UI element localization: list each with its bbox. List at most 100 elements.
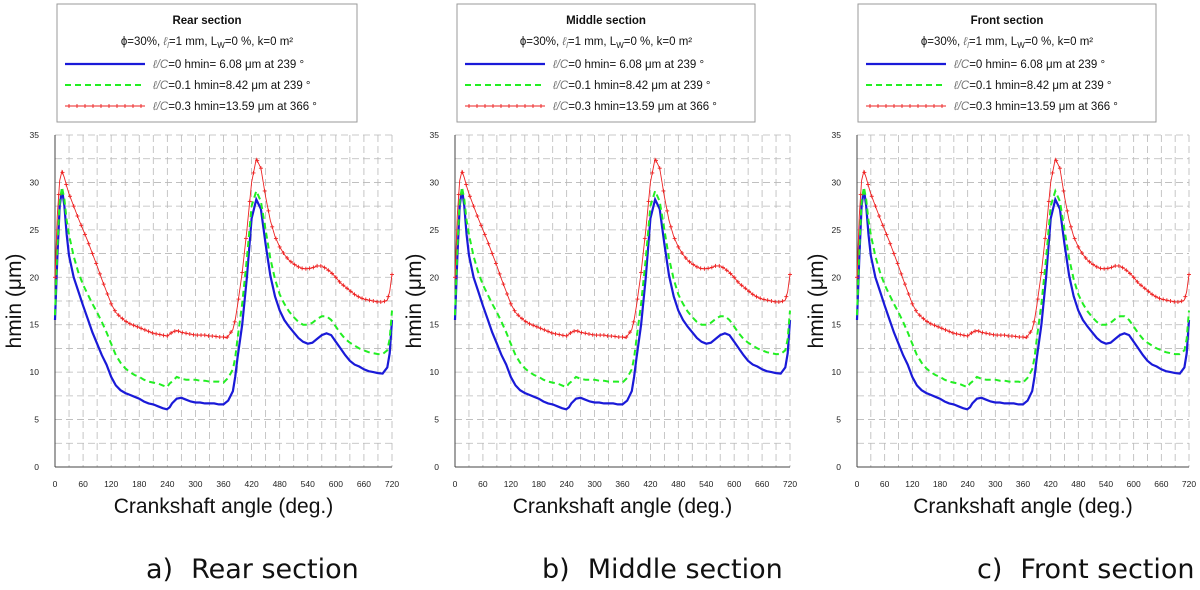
y-tick-label: 0 xyxy=(434,462,439,472)
subtitle-lw-subscript: W xyxy=(217,41,225,50)
y-tick-label: 35 xyxy=(30,130,40,140)
caption-b: b) Middle section xyxy=(542,554,783,585)
x-tick-label: 540 xyxy=(1099,479,1113,489)
caption-a: a) Rear section xyxy=(146,554,359,585)
legend-value: =0 xyxy=(168,59,184,71)
subtitle-phi: ϕ=30%, xyxy=(520,36,563,48)
caption-text: Middle section xyxy=(587,554,783,585)
subtitle-l-subscript: l xyxy=(566,41,568,50)
x-tick-label: 120 xyxy=(905,479,919,489)
subtitle-l-symbol: ℓ xyxy=(962,36,967,48)
y-tick-label: 20 xyxy=(430,272,440,282)
x-tick-label: 120 xyxy=(104,479,118,489)
x-tick-label: 240 xyxy=(160,479,174,489)
legend-info: hmin= 6.08 μm at 239 ° xyxy=(185,59,305,71)
y-tick-label: 10 xyxy=(30,367,40,377)
legend-entry-2: ℓ/C=0.3 hmin=13.59 μm at 366 ° xyxy=(953,101,1118,113)
x-tick-label: 0 xyxy=(53,479,58,489)
caption-text: Rear section xyxy=(191,554,359,585)
legend-value: =0.1 xyxy=(969,80,995,92)
grid xyxy=(856,134,1190,468)
x-tick-label: 720 xyxy=(385,479,399,489)
y-tick-label: 15 xyxy=(30,320,40,330)
y-tick-label: 5 xyxy=(434,415,439,425)
x-tick-label: 360 xyxy=(1016,479,1030,489)
series-markers-2 xyxy=(53,158,394,340)
subtitle-l-value: =1 mm, L xyxy=(169,36,218,48)
caption-letter: c) xyxy=(977,554,1003,585)
x-tick-label: 420 xyxy=(1044,479,1058,489)
y-tick-label: 20 xyxy=(30,272,40,282)
subtitle-rest: =0 %, k=0 m² xyxy=(1025,36,1094,48)
caption-letter: b) xyxy=(542,554,570,585)
y-tick-label: 20 xyxy=(832,272,842,282)
caption-c: c) Front section xyxy=(977,554,1195,585)
subtitle-l-subscript: l xyxy=(167,41,169,50)
x-tick-label: 300 xyxy=(988,479,1002,489)
y-tick-label: 25 xyxy=(832,225,842,235)
grid xyxy=(454,134,791,468)
series-line-0 xyxy=(453,188,792,411)
series-line-0 xyxy=(855,188,1191,411)
legend-symbol: ℓ/C xyxy=(953,80,970,92)
y-tick-label: 35 xyxy=(430,130,440,140)
series-markers-2 xyxy=(453,158,792,340)
x-tick-label: 240 xyxy=(560,479,574,489)
x-tick-label: 360 xyxy=(216,479,230,489)
legend-info: hmin=13.59 μm at 366 ° xyxy=(594,101,717,113)
legend-symbol: ℓ/C xyxy=(552,59,569,71)
y-tick-label: 5 xyxy=(836,415,841,425)
x-tick-label: 480 xyxy=(671,479,685,489)
x-tick-label: 60 xyxy=(880,479,890,489)
subtitle-l-value: =1 mm, L xyxy=(969,36,1018,48)
x-tick-label: 180 xyxy=(532,479,546,489)
y-axis-title: hmin (μm) xyxy=(403,254,426,349)
y-axis-title: hmin (μm) xyxy=(3,254,26,349)
series-markers-2 xyxy=(855,158,1191,340)
legend-subtitle: ϕ=30%, ℓl=1 mm, LW=0 %, k=0 m² xyxy=(921,36,1093,50)
y-tick-label: 15 xyxy=(430,320,440,330)
legend-value: =0.3 xyxy=(168,101,194,113)
y-tick-label: 0 xyxy=(34,462,39,472)
y-tick-label: 0 xyxy=(836,462,841,472)
legend: Rear section ϕ=30%, ℓl=1 mm, LW=0 %, k=0 … xyxy=(56,3,358,123)
x-tick-label: 120 xyxy=(504,479,518,489)
series-line-1 xyxy=(856,187,1190,389)
subtitle-rest: =0 %, k=0 m² xyxy=(624,36,693,48)
x-tick-label: 240 xyxy=(961,479,975,489)
series-line-1 xyxy=(54,187,393,389)
x-tick-label: 180 xyxy=(933,479,947,489)
legend-entry-2: ℓ/C=0.3 hmin=13.59 μm at 366 ° xyxy=(152,101,317,113)
x-tick-label: 660 xyxy=(1154,479,1168,489)
subtitle-l-symbol: ℓ xyxy=(162,36,167,48)
y-tick-label: 10 xyxy=(430,367,440,377)
grid xyxy=(54,134,393,468)
legend-info: hmin= 6.08 μm at 239 ° xyxy=(986,59,1106,71)
legend-symbol: ℓ/C xyxy=(152,59,169,71)
legend-value: =0.1 xyxy=(568,80,594,92)
x-tick-label: 540 xyxy=(301,479,315,489)
legend-title: Front section xyxy=(971,15,1044,27)
x-tick-label: 600 xyxy=(1127,479,1141,489)
x-tick-label: 0 xyxy=(453,479,458,489)
x-tick-label: 660 xyxy=(357,479,371,489)
legend-info: hmin=8.42 μm at 239 ° xyxy=(594,80,710,92)
y-tick-label: 30 xyxy=(430,177,440,187)
legend-symbol: ℓ/C xyxy=(552,80,569,92)
subtitle-lw-subscript: W xyxy=(616,41,624,50)
chart-panel-a: 0 60 120 180 240 300 360 420 480 540 600 660 720 0 5 10… xyxy=(3,3,399,518)
legend-info: hmin=13.59 μm at 366 ° xyxy=(995,101,1118,113)
y-tick-label: 30 xyxy=(832,177,842,187)
legend-entry-0: ℓ/C=0 hmin= 6.08 μm at 239 ° xyxy=(152,59,304,71)
x-tick-label: 180 xyxy=(132,479,146,489)
legend-symbol: ℓ/C xyxy=(552,101,569,113)
series-line-1 xyxy=(454,187,791,389)
legend-value: =0.1 xyxy=(168,80,194,92)
subtitle-l-symbol: ℓ xyxy=(561,36,566,48)
legend-value: =0.3 xyxy=(568,101,594,113)
legend-entry-1: ℓ/C=0.1 hmin=8.42 μm at 239 ° xyxy=(953,80,1112,92)
legend-subtitle: ϕ=30%, ℓl=1 mm, LW=0 %, k=0 m² xyxy=(121,36,293,50)
legend-symbol: ℓ/C xyxy=(953,59,970,71)
legend-value: =0 xyxy=(568,59,584,71)
y-tick-label: 25 xyxy=(430,225,440,235)
